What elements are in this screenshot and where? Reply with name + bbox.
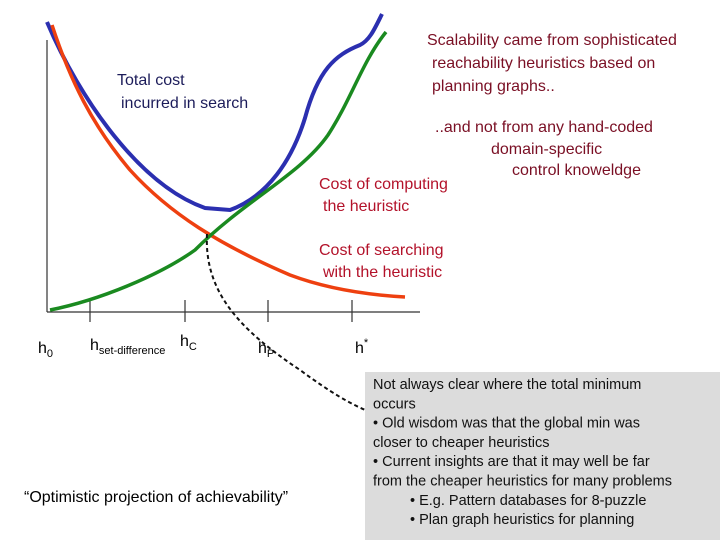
handcoded-note: control knoweldge	[512, 162, 641, 179]
note-line: • Current insights are that it may well …	[373, 454, 650, 470]
axis-label-base: h	[355, 340, 364, 357]
dashed-pointer	[205, 233, 371, 413]
axis-ticks	[89, 300, 353, 322]
note-line: • Old wisdom was that the global min was	[373, 416, 640, 432]
axis-label: hP	[258, 340, 274, 360]
handcoded-note: domain-specific	[491, 141, 602, 158]
note-line: • E.g. Pattern databases for 8-puzzle	[410, 493, 646, 509]
note-box	[365, 372, 720, 540]
optimistic-caption: “Optimistic projection of achievability”	[24, 489, 288, 506]
handcoded-note: ..and not from any hand-coded	[435, 119, 653, 136]
total-cost-label: incurred in search	[121, 95, 248, 112]
search-cost-curve	[50, 24, 406, 299]
note-lines: Not always clear where the total minimum…	[373, 377, 672, 528]
note-line: closer to cheaper heuristics	[373, 435, 550, 451]
scalability-note: Scalability came from sophisticated	[427, 32, 677, 49]
axis-label-base: h	[258, 340, 267, 357]
axis-label-base: h	[38, 340, 47, 357]
searching-cost-label: Cost of searching	[319, 242, 444, 259]
scalability-note: reachability heuristics based on	[432, 55, 655, 72]
axis-label: h*	[355, 337, 369, 357]
computing-cost-label: Cost of computing	[319, 176, 448, 193]
axis-label-base: h	[180, 333, 189, 350]
axis-label-sub: 0	[47, 348, 53, 360]
axis-label: hC	[180, 333, 197, 353]
note-line: • Plan graph heuristics for planning	[410, 512, 634, 528]
note-line: from the cheaper heuristics for many pro…	[373, 474, 672, 490]
axis-label-sup: *	[364, 337, 369, 349]
note-line: Not always clear where the total minimum	[373, 377, 641, 393]
heuristic-cost-curve	[49, 30, 388, 312]
total-cost-label: Total cost	[117, 72, 185, 89]
searching-cost-label: with the heuristic	[322, 264, 442, 281]
axis-label-sub: set-difference	[99, 345, 165, 357]
axis-label-sub: C	[189, 341, 197, 353]
computing-cost-label: the heuristic	[323, 198, 409, 215]
axis-label: h0	[38, 340, 53, 360]
total-cost-curve	[45, 13, 384, 213]
scalability-note: planning graphs..	[432, 78, 555, 95]
note-line: occurs	[373, 396, 416, 412]
axis-label: hset-difference	[90, 337, 165, 357]
axis-label-base: h	[90, 337, 99, 354]
axis-label-sub: P	[267, 348, 274, 360]
